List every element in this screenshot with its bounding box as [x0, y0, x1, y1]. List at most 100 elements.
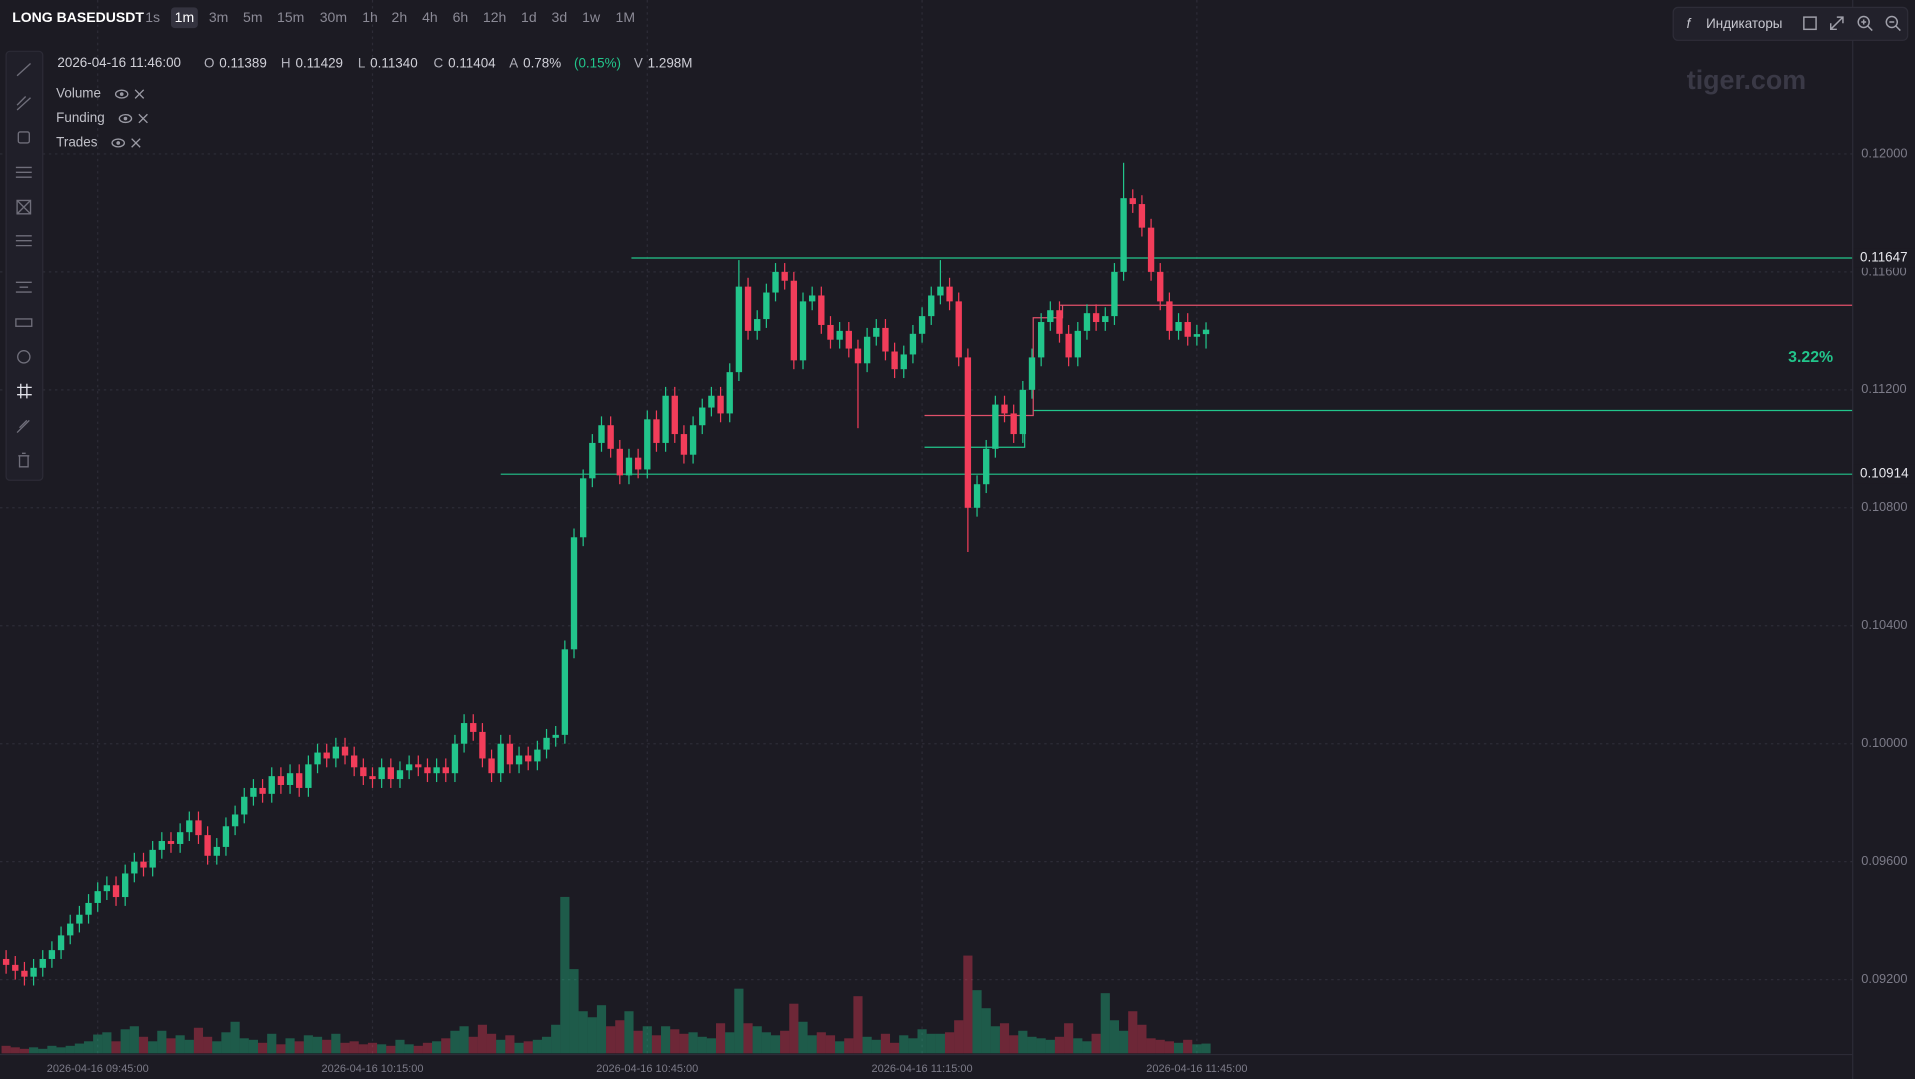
candle-body [900, 354, 907, 370]
volume-bar [331, 1033, 341, 1054]
volume-bar [514, 1042, 524, 1054]
indicator-name[interactable]: Volume [56, 86, 101, 101]
range-tool[interactable] [15, 281, 32, 293]
candle-body [424, 767, 431, 774]
timeframe[interactable]: 1h [362, 9, 378, 25]
volume-bar [486, 1033, 497, 1054]
candle-body [534, 749, 541, 762]
legend-value: 1.298M [648, 55, 693, 70]
volume-bar [825, 1035, 836, 1054]
candle-body [1019, 389, 1027, 435]
legend-item: O 0.11389 [204, 55, 267, 70]
volume-bar [770, 1035, 781, 1054]
ruler-tool[interactable] [15, 318, 33, 327]
candle-body [1175, 322, 1182, 331]
fib-tool[interactable] [15, 166, 32, 178]
timeframe[interactable]: 4h [422, 9, 438, 25]
x-tick-label: 2026-04-16 11:45:00 [1146, 1063, 1247, 1075]
volume-bar [102, 1032, 112, 1054]
volume-bar [441, 1038, 451, 1054]
volume-bar [706, 1038, 716, 1054]
volume-bar [340, 1042, 350, 1054]
indicator-name[interactable]: Funding [56, 110, 105, 125]
candle-body [515, 755, 523, 765]
x-tick-label: 2026-04-16 10:45:00 [596, 1063, 698, 1075]
volume-bar [1009, 1035, 1019, 1054]
magnet-tool[interactable] [16, 419, 30, 434]
channel-tool[interactable] [16, 96, 31, 111]
volume-bar [29, 1047, 39, 1054]
indicator-name[interactable]: Trades [56, 135, 98, 150]
candle-body [479, 731, 486, 759]
hide-tool[interactable] [17, 350, 31, 364]
candle-body [1184, 322, 1191, 337]
candle-body [845, 330, 852, 349]
timeframe[interactable]: 30m [320, 9, 347, 25]
volume-bar [899, 1035, 909, 1054]
zoom-out-icon[interactable] [1885, 15, 1899, 29]
screenshot-icon[interactable] [1803, 16, 1817, 31]
timeframe[interactable]: 5m [243, 9, 262, 25]
volume-bar [688, 1032, 698, 1054]
candle-body [644, 419, 651, 470]
candle-body [598, 425, 605, 443]
eye-icon[interactable] [114, 89, 129, 99]
delete-tool[interactable] [18, 452, 30, 468]
close-icon[interactable] [131, 138, 141, 148]
close-icon[interactable] [138, 113, 148, 124]
timeframe[interactable]: 1m [175, 9, 194, 25]
candle-body [213, 846, 220, 856]
trendline-tool[interactable] [16, 63, 31, 77]
volume-bar [166, 1038, 176, 1054]
volume-bar [963, 955, 973, 1054]
timeframe[interactable]: 1s [145, 9, 160, 25]
candle-body [296, 773, 303, 788]
candle-body [634, 457, 642, 470]
volume-bar [1173, 1042, 1184, 1054]
candle-body [76, 914, 83, 924]
close-icon[interactable] [134, 89, 145, 99]
zoom-in-icon[interactable] [1857, 15, 1870, 29]
timeframe[interactable]: 1w [582, 9, 601, 25]
timeframe[interactable]: 12h [483, 9, 506, 25]
timeframes: 1s 1m 3m 5m 15m 30m 1h 2h 4h 6h 12h 1d 3d 1w 1M [145, 7, 635, 29]
candle-body [754, 319, 761, 331]
levels-tool[interactable] [15, 235, 32, 247]
candle-body [122, 873, 129, 898]
candle-body [735, 286, 743, 373]
candle-body [1157, 271, 1164, 302]
eye-icon[interactable] [118, 113, 133, 124]
timeframe[interactable]: 3m [209, 9, 228, 25]
timeframe[interactable]: 2h [392, 9, 408, 25]
legend-key: C [434, 55, 444, 70]
candle-body [699, 407, 706, 426]
candle-body [680, 434, 688, 455]
candle-body [1047, 310, 1054, 323]
candle-body [543, 737, 550, 750]
volume-bar [1183, 1039, 1193, 1054]
timeframe[interactable]: 1M [616, 9, 635, 25]
volume-bar [651, 1035, 662, 1054]
symbol[interactable]: LONG BASEDUSDT [12, 9, 144, 25]
expand-icon[interactable] [1829, 16, 1844, 31]
eye-pupil [123, 116, 128, 121]
timeframe[interactable]: 3d [552, 9, 568, 25]
price-tag [1853, 248, 1915, 268]
volume-bar [679, 1033, 689, 1054]
legend-value: 0.11340 [370, 55, 418, 70]
timeframe[interactable]: 6h [453, 9, 469, 25]
grid-tool[interactable] [17, 383, 32, 399]
candle-body [790, 280, 798, 361]
rect-tool[interactable] [17, 131, 30, 144]
candle-body [992, 404, 999, 449]
box-tool[interactable] [16, 199, 32, 215]
timeframe[interactable]: 1d [521, 9, 537, 25]
volume-bar [19, 1048, 30, 1054]
volume-bar [367, 1042, 378, 1054]
candle-body [808, 295, 816, 302]
eye-icon[interactable] [111, 138, 125, 148]
timeframe[interactable]: 15m [277, 9, 304, 25]
candle-body [259, 787, 266, 794]
volume-bar [322, 1039, 332, 1054]
indicators-button[interactable]: Индикаторы [1706, 16, 1782, 31]
